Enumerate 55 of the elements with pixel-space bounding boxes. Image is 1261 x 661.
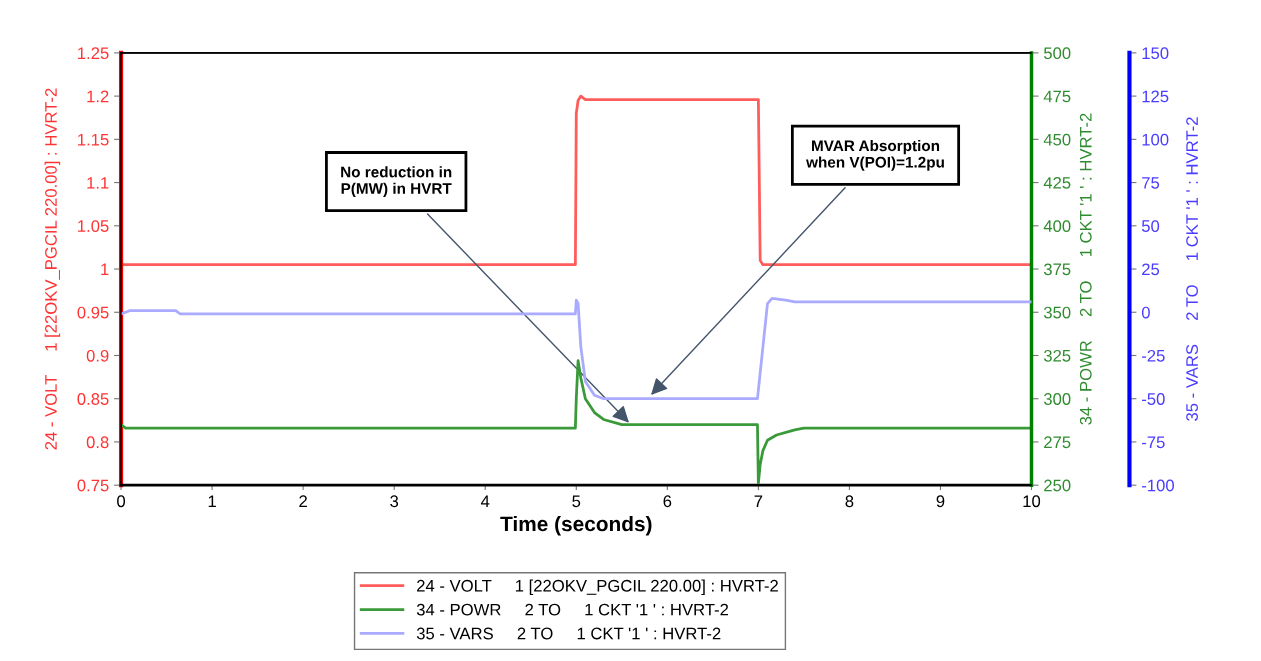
y2-tick-label: 500 xyxy=(1043,47,1071,60)
x-tick-label: 0 xyxy=(117,495,126,508)
legend-label: 24 - VOLT 1 [22OKV_PGCIL 220.00] : HVRT-2 xyxy=(417,579,778,595)
y3-tick-label: 75 xyxy=(1142,177,1160,189)
y2-tick-label: 250 xyxy=(1044,479,1071,492)
x-tick-label: 3 xyxy=(390,495,399,508)
y-tick-label: 1.05 xyxy=(78,220,109,232)
y2-tick-label: 325 xyxy=(1043,349,1071,362)
y3-axis-title: 35 - VARS 2 TO 1 CKT '1 ' : HVRT-2 xyxy=(1186,117,1198,421)
y3-tick-label: 150 xyxy=(1142,47,1169,60)
y2-tick-label: 300 xyxy=(1043,393,1071,405)
x-tick-label: 5 xyxy=(572,495,581,508)
legend-label: 34 - POWR 2 TO 1 CKT '1 ' : HVRT-2 xyxy=(416,603,729,616)
y2-tick-label: 425 xyxy=(1043,176,1071,189)
y2-tick-label: 450 xyxy=(1043,133,1071,146)
y-tick-label: 1.15 xyxy=(78,133,109,146)
y2-axis-title: 34 - POWR 2 TO 1 CKT '1 ' : HVRT-2 xyxy=(1079,113,1092,425)
y2-tick-label: 275 xyxy=(1044,436,1071,449)
y-tick-label: 1.1 xyxy=(87,177,109,189)
legend-label: 35 - VARS 2 TO 1 CKT '1 ' : HVRT-2 xyxy=(416,627,721,640)
y2-tick-label: 375 xyxy=(1043,263,1071,276)
annotation: No reduction in P(MW) in HVRT xyxy=(341,166,452,197)
y3-tick-label: 125 xyxy=(1142,90,1169,103)
x-axis-title: Time (seconds) xyxy=(500,515,652,536)
y-tick-label: 0.9 xyxy=(86,349,109,362)
line-series xyxy=(121,297,1032,401)
y3-tick-label: 25 xyxy=(1142,263,1160,276)
y-tick-label: 0.85 xyxy=(77,393,109,405)
y-tick-label: 1.2 xyxy=(87,90,109,103)
x-tick-label: 10 xyxy=(1023,495,1041,508)
y3-tick-label: 0 xyxy=(1141,306,1150,319)
y2-tick-label: 350 xyxy=(1043,306,1071,319)
x-tick-label: 9 xyxy=(936,495,945,508)
x-tick-label: 4 xyxy=(480,495,490,507)
y-tick-label: 0.75 xyxy=(77,479,109,492)
y3-tick-label: -50 xyxy=(1142,393,1165,405)
y2-tick-label: 475 xyxy=(1043,90,1071,103)
y3-tick-label: 50 xyxy=(1141,220,1160,232)
y3-tick-label: -25 xyxy=(1142,349,1165,362)
y3-tick-label: 100 xyxy=(1142,133,1169,146)
line-series xyxy=(121,94,1032,267)
x-tick-label: 8 xyxy=(845,495,854,508)
y-tick-label: 0.95 xyxy=(77,306,109,319)
y3-tick-label: -100 xyxy=(1142,479,1174,492)
x-tick-label: 6 xyxy=(663,495,672,508)
y2-tick-label: 400 xyxy=(1043,220,1071,232)
y-tick-label: 1 xyxy=(101,263,109,276)
y-tick-label: 0.8 xyxy=(86,436,109,449)
annotation: MVAR Absorption when V(POI)=1.2pu xyxy=(806,139,944,171)
x-tick-label: 7 xyxy=(754,495,763,507)
y-tick-label: 1.25 xyxy=(78,47,109,60)
y3-tick-label: -75 xyxy=(1142,436,1165,449)
x-tick-label: 2 xyxy=(299,495,307,507)
x-tick-label: 1 xyxy=(208,495,216,507)
y-axis-title: 24 - VOLT 1 [22OKV_PGCIL 220.00] : HVRT-2 xyxy=(44,88,61,450)
